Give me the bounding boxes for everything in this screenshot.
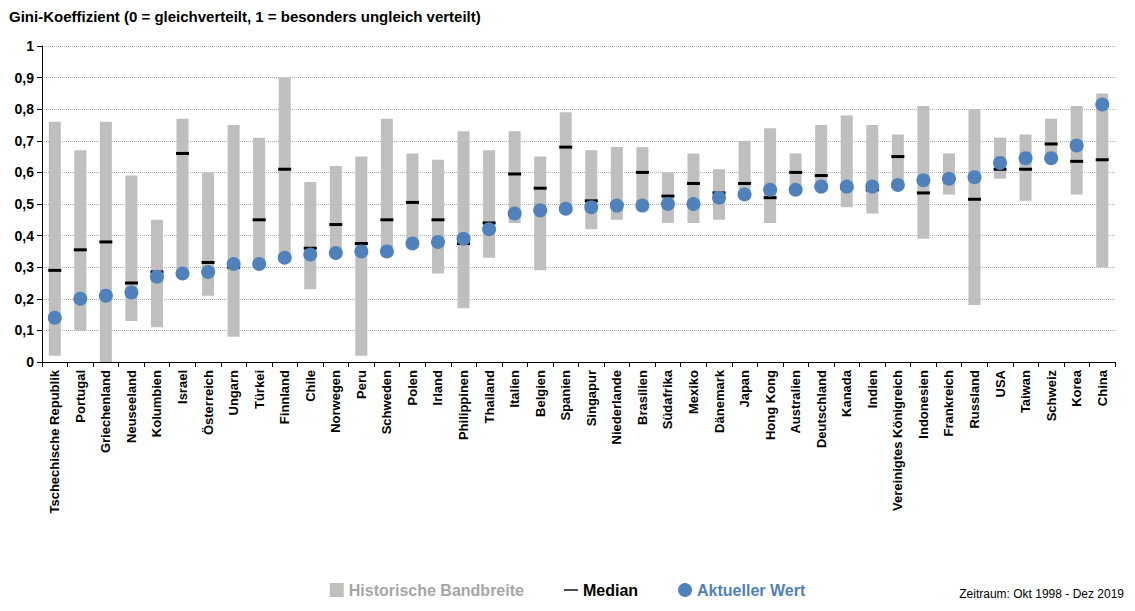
svg-text:Neuseeland: Neuseeland — [124, 370, 139, 443]
svg-text:Singapur: Singapur — [584, 370, 599, 426]
svg-text:Vereinigtes Königreich: Vereinigtes Königreich — [890, 370, 905, 511]
svg-text:Median: Median — [583, 582, 638, 599]
svg-text:Italien: Italien — [507, 370, 522, 408]
svg-text:Griechenland: Griechenland — [98, 370, 113, 453]
svg-text:Aktueller Wert: Aktueller Wert — [697, 582, 806, 599]
svg-text:Russland: Russland — [967, 370, 982, 429]
svg-text:Philippinen: Philippinen — [456, 370, 471, 440]
svg-text:Irland: Irland — [430, 370, 445, 405]
svg-text:Portugal: Portugal — [73, 370, 88, 423]
svg-text:Tschechische Republik: Tschechische Republik — [47, 369, 62, 513]
svg-text:Österreich: Österreich — [201, 370, 216, 435]
svg-text:Korea: Korea — [1069, 369, 1084, 407]
svg-text:Türkei: Türkei — [252, 370, 267, 409]
svg-text:Chile: Chile — [303, 370, 318, 402]
svg-text:0,5: 0,5 — [15, 196, 35, 212]
svg-text:Norwegen: Norwegen — [328, 370, 343, 433]
svg-text:Dänemark: Dänemark — [712, 369, 727, 433]
svg-text:Indien: Indien — [865, 370, 880, 408]
svg-text:Ungarn: Ungarn — [226, 370, 241, 416]
svg-text:0,7: 0,7 — [15, 133, 35, 149]
svg-text:USA: USA — [993, 369, 1008, 397]
svg-text:Zeitraum: Okt 1998 - Dez 2019: Zeitraum: Okt 1998 - Dez 2019 — [959, 587, 1124, 601]
svg-text:Schweiz: Schweiz — [1044, 370, 1059, 422]
svg-text:Frankreich: Frankreich — [941, 370, 956, 437]
svg-text:1: 1 — [26, 38, 34, 54]
svg-text:Brasilien: Brasilien — [635, 370, 650, 425]
svg-text:Deutschland: Deutschland — [814, 370, 829, 448]
svg-text:0: 0 — [26, 354, 34, 370]
svg-text:China: China — [1095, 369, 1110, 406]
svg-text:Mexiko: Mexiko — [686, 370, 701, 414]
svg-text:Australien: Australien — [788, 370, 803, 434]
svg-text:Finnland: Finnland — [277, 370, 292, 424]
svg-text:Israel: Israel — [175, 370, 190, 404]
svg-text:Hong Kong: Hong Kong — [763, 370, 778, 440]
svg-text:Taiwan: Taiwan — [1018, 370, 1033, 413]
svg-text:Belgien: Belgien — [533, 370, 548, 417]
svg-text:Niederlande: Niederlande — [609, 370, 624, 444]
svg-text:Südafrika: Südafrika — [660, 369, 675, 429]
svg-text:Japan: Japan — [737, 370, 752, 408]
svg-text:0,9: 0,9 — [15, 70, 35, 86]
svg-text:Spanien: Spanien — [558, 370, 573, 421]
svg-text:0,1: 0,1 — [15, 322, 35, 338]
svg-text:0,8: 0,8 — [15, 101, 35, 117]
svg-text:Thailand: Thailand — [482, 370, 497, 424]
svg-text:0,3: 0,3 — [15, 259, 35, 275]
svg-text:Kolumbien: Kolumbien — [149, 370, 164, 437]
svg-text:Polen: Polen — [405, 370, 420, 405]
svg-text:Kanada: Kanada — [839, 369, 854, 417]
svg-text:Gini-Koeffizient (0 = gleichve: Gini-Koeffizient (0 = gleichverteilt, 1 … — [9, 8, 481, 25]
svg-text:0,6: 0,6 — [15, 164, 35, 180]
svg-text:0,4: 0,4 — [15, 228, 35, 244]
svg-text:Peru: Peru — [354, 370, 369, 399]
svg-text:Schweden: Schweden — [379, 370, 394, 434]
svg-text:Indonesien: Indonesien — [916, 370, 931, 439]
svg-text:0,2: 0,2 — [15, 291, 35, 307]
svg-text:Historische Bandbreite: Historische Bandbreite — [349, 582, 524, 599]
